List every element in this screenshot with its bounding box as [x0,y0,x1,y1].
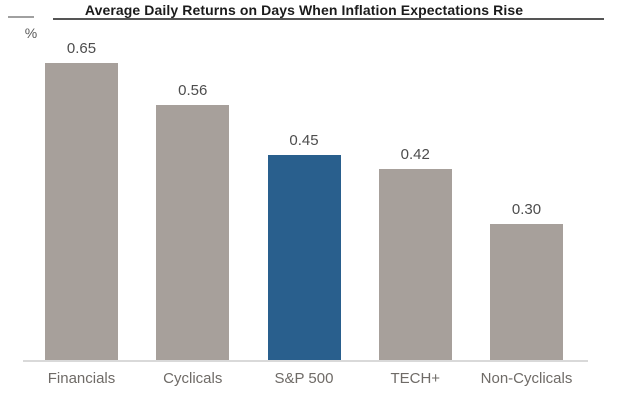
bar-value-label-s-p-500: 0.45 [289,132,319,149]
x-axis-line [23,360,588,362]
chart-title: Average Daily Returns on Days When Infla… [84,2,524,18]
category-label-s-p-500: S&P 500 [274,370,334,387]
y-axis-unit-label: % [24,25,38,41]
bar-tech [378,169,452,361]
bar-value-label-cyclicals: 0.56 [178,82,208,99]
bar-non-cyclicals [490,224,563,361]
bar-value-label-non-cyclicals: 0.30 [511,201,542,218]
category-label-cyclicals: Cyclicals [163,370,223,387]
bar-financials [45,63,118,361]
title-underline [53,18,604,20]
category-label-financials: Financials [47,370,116,387]
bar-value-label-tech: 0.42 [400,146,430,163]
category-label-non-cyclicals: Non-Cyclicals [480,370,573,387]
y-axis-top-rule [8,16,34,18]
bar-cyclicals [156,105,230,361]
category-label-tech: TECH+ [390,370,441,387]
bar-value-label-financials: 0.65 [66,40,97,57]
bar-s-p-500 [267,155,341,361]
